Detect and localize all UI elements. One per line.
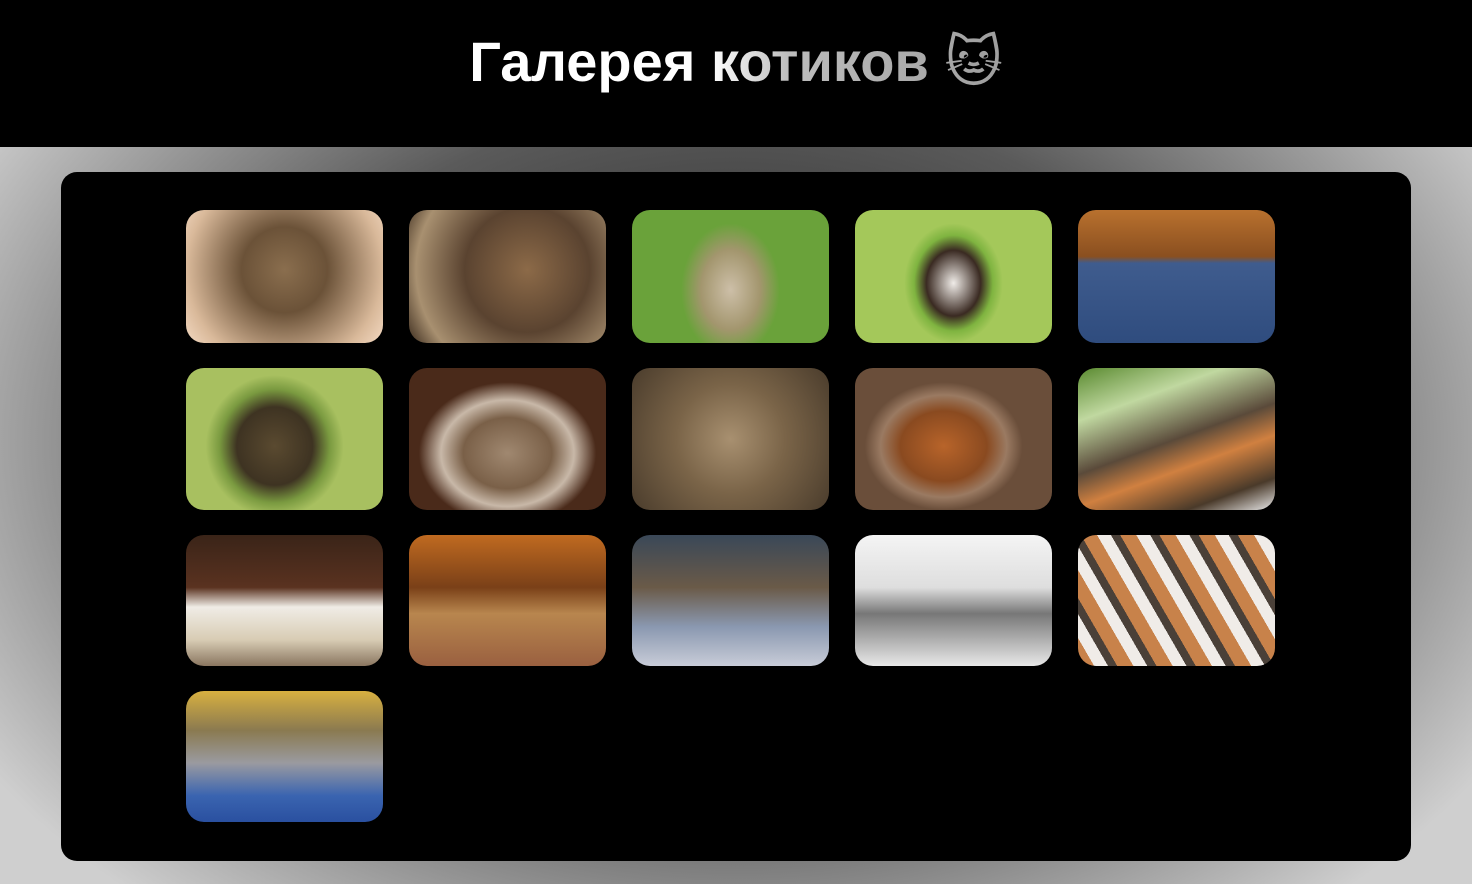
cat-photo[interactable] xyxy=(409,368,606,510)
gallery-grid xyxy=(186,210,1275,822)
cat-photo[interactable] xyxy=(1078,210,1275,343)
gallery-panel xyxy=(61,172,1411,861)
cat-photo[interactable] xyxy=(186,368,383,510)
cat-photo[interactable] xyxy=(632,535,829,666)
page-title: Галерея котиков 🐱 xyxy=(469,29,1003,93)
cat-photo[interactable] xyxy=(632,210,829,343)
cat-photo[interactable] xyxy=(1078,368,1275,510)
cat-photo[interactable] xyxy=(632,368,829,510)
cat-photo[interactable] xyxy=(186,691,383,822)
cat-photo[interactable] xyxy=(186,210,383,343)
cat-photo[interactable] xyxy=(1078,535,1275,666)
cat-photo[interactable] xyxy=(186,535,383,666)
cat-photo[interactable] xyxy=(855,535,1052,666)
cat-photo[interactable] xyxy=(855,210,1052,343)
cat-photo[interactable] xyxy=(409,535,606,666)
cat-photo[interactable] xyxy=(855,368,1052,510)
cat-photo[interactable] xyxy=(409,210,606,343)
header: Галерея котиков 🐱 xyxy=(0,0,1472,147)
